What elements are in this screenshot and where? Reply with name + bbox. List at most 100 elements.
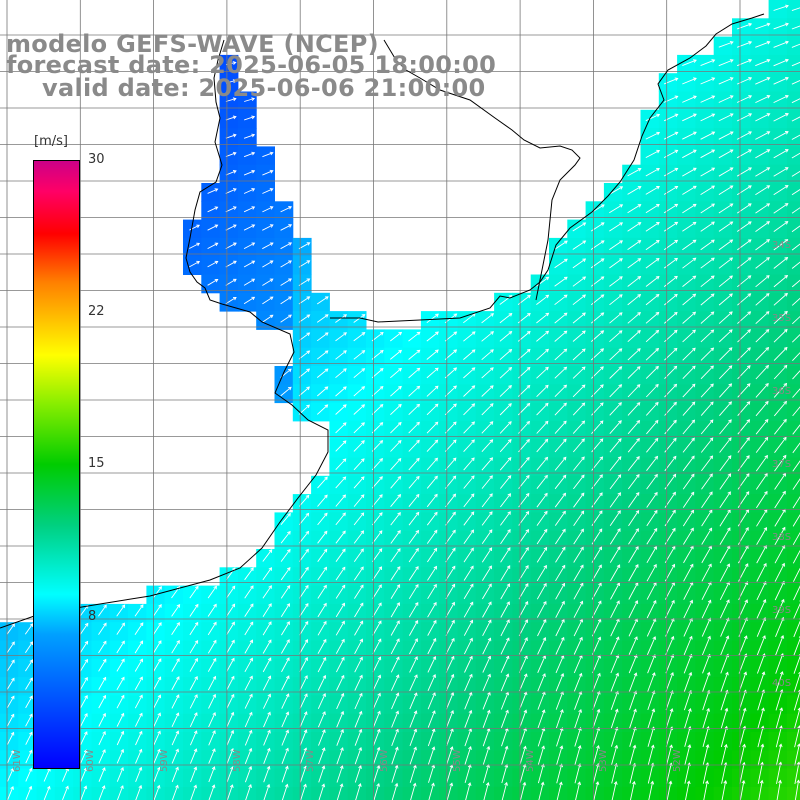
wind-arrow xyxy=(645,365,659,379)
wind-arrow xyxy=(335,440,347,452)
wind-arrow xyxy=(189,224,200,231)
wind-arrow xyxy=(463,349,476,360)
wind-arrow xyxy=(646,491,658,508)
wind-cell xyxy=(786,457,800,477)
wind-arrow xyxy=(791,243,800,251)
wind-arrow xyxy=(262,151,274,158)
wind-cell xyxy=(786,658,800,678)
wind-arrow xyxy=(464,673,473,692)
wind-arrow xyxy=(207,639,217,654)
wind-arrow xyxy=(755,418,769,435)
wind-arrow xyxy=(719,563,731,582)
wind-arrow xyxy=(317,584,327,599)
wind-arrow xyxy=(134,694,143,709)
wind-arrow xyxy=(353,494,365,507)
wind-arrow xyxy=(390,656,400,673)
wind-arrow xyxy=(6,641,15,653)
wind-arrow xyxy=(572,402,586,416)
wind-arrow xyxy=(354,674,363,691)
wind-arrow xyxy=(500,709,509,728)
wind-arrow xyxy=(755,113,771,122)
wind-arrow xyxy=(665,708,674,729)
wind-arrow xyxy=(134,640,144,654)
wind-arrow xyxy=(243,188,256,194)
wind-arrow xyxy=(262,693,271,709)
wind-arrow xyxy=(572,348,586,361)
wind-arrow xyxy=(318,783,326,800)
wind-arrow xyxy=(736,221,752,232)
wind-arrow xyxy=(574,763,582,784)
wind-arrow xyxy=(700,113,716,122)
wind-arrow xyxy=(610,672,620,692)
wind-arrow xyxy=(317,711,326,728)
wind-arrow xyxy=(610,708,619,729)
wind-arrow xyxy=(225,61,237,66)
wind-arrow xyxy=(134,658,143,672)
wind-arrow xyxy=(281,621,290,636)
longitude-label: 59W xyxy=(158,749,170,772)
wind-arrow xyxy=(718,293,733,306)
wind-arrow xyxy=(98,658,107,672)
wind-arrow xyxy=(316,368,329,378)
wind-arrow xyxy=(371,476,383,489)
longitude-label: 61W xyxy=(12,749,23,772)
wind-arrow xyxy=(354,764,362,783)
wind-arrow xyxy=(627,330,641,343)
wind-arrow xyxy=(262,657,272,673)
wind-arrow xyxy=(793,582,800,601)
wind-arrow xyxy=(262,549,273,562)
wind-arrow xyxy=(774,526,786,546)
wind-arrow xyxy=(262,314,274,323)
wind-arrow xyxy=(335,656,345,673)
wind-arrow xyxy=(6,659,15,672)
wind-arrow xyxy=(243,242,256,249)
wind-arrow xyxy=(701,527,713,545)
wind-arrow xyxy=(445,673,455,692)
wind-arrow xyxy=(445,655,455,673)
wind-arrow xyxy=(263,765,271,783)
wind-arrow xyxy=(409,728,418,747)
wind-arrow xyxy=(280,512,291,525)
wind-arrow xyxy=(226,639,235,654)
wind-arrow xyxy=(719,509,731,527)
wind-cell xyxy=(164,786,184,800)
wind-arrow xyxy=(791,25,800,30)
wind-arrow xyxy=(756,599,767,619)
wind-arrow xyxy=(354,710,363,728)
wind-arrow xyxy=(592,744,600,766)
wind-arrow xyxy=(226,585,236,599)
wind-arrow xyxy=(299,693,308,709)
wind-arrow xyxy=(225,170,237,176)
wind-arrow xyxy=(736,203,752,214)
wind-arrow xyxy=(718,365,733,380)
wind-arrow xyxy=(682,239,697,251)
wind-arrow xyxy=(189,242,201,249)
wind-arrow xyxy=(243,206,256,213)
wind-arrow xyxy=(390,421,402,434)
wind-arrow xyxy=(298,260,311,268)
wind-cell xyxy=(274,786,294,800)
wind-arrow xyxy=(519,673,528,692)
wind-cell xyxy=(292,786,312,800)
wind-arrow xyxy=(426,313,439,324)
wind-arrow xyxy=(280,584,291,599)
wind-arrow xyxy=(775,743,783,766)
wind-arrow xyxy=(572,294,586,306)
wind-arrow xyxy=(280,566,291,581)
wind-cell xyxy=(109,786,129,800)
wind-arrow xyxy=(755,311,770,325)
wind-cell xyxy=(786,567,800,587)
wind-arrow xyxy=(700,203,716,214)
wind-arrow xyxy=(354,746,363,765)
wind-arrow xyxy=(646,636,657,655)
wind-cell xyxy=(786,384,800,404)
wind-arrow xyxy=(262,169,274,176)
wind-arrow xyxy=(335,566,346,581)
wind-arrow xyxy=(335,638,345,654)
wind-arrow xyxy=(409,656,418,673)
wind-arrow xyxy=(482,583,492,600)
wind-arrow xyxy=(390,548,401,563)
wind-arrow xyxy=(700,167,716,177)
wind-arrow xyxy=(701,491,713,508)
wind-arrow xyxy=(554,492,567,508)
